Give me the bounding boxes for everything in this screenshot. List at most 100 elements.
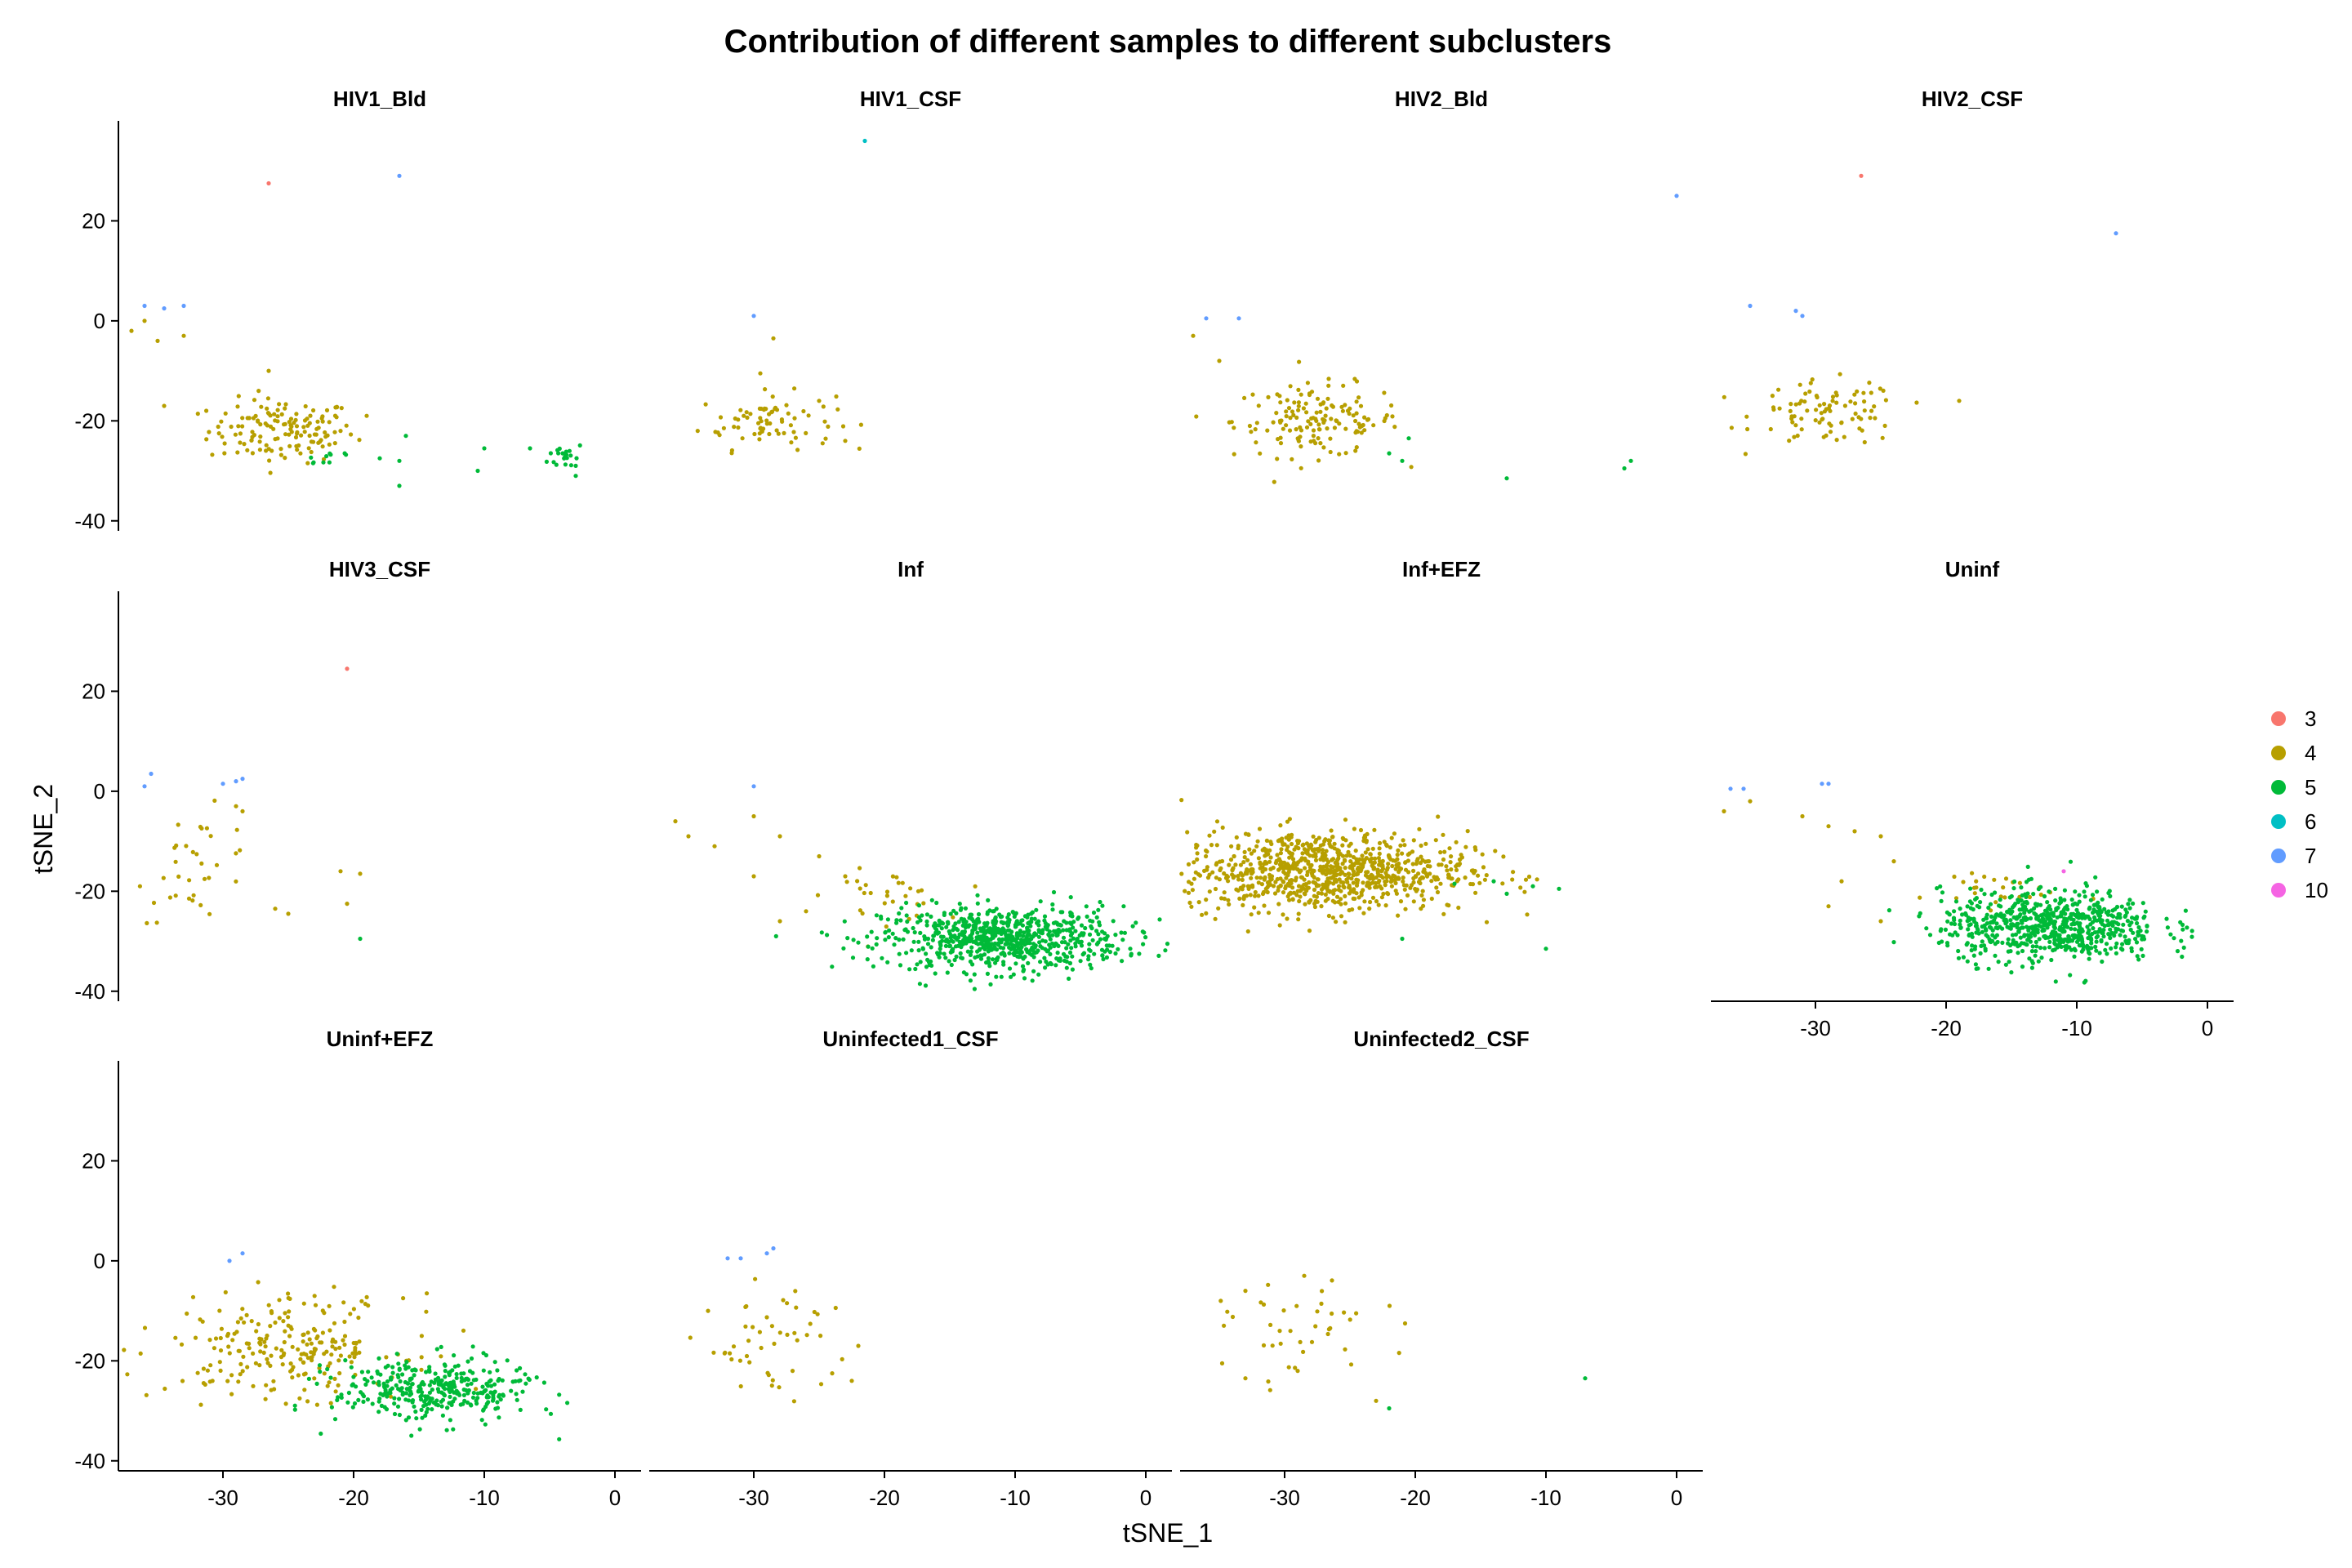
- data-point: [2080, 912, 2085, 917]
- data-point: [1068, 920, 1073, 925]
- data-point: [564, 452, 569, 457]
- data-point: [1236, 874, 1241, 879]
- data-point: [986, 949, 991, 954]
- data-point: [1393, 880, 1398, 885]
- data-point: [2041, 927, 2046, 932]
- data-point: [1511, 870, 1516, 875]
- data-point: [883, 938, 888, 942]
- data-point: [318, 1340, 323, 1345]
- data-point: [459, 1379, 464, 1384]
- data-point: [1376, 880, 1381, 885]
- data-point: [1360, 853, 1365, 858]
- data-point: [1952, 921, 1958, 927]
- data-point: [1034, 950, 1039, 955]
- data-point: [1191, 333, 1196, 338]
- data-point: [1214, 819, 1220, 824]
- data-point: [313, 1303, 318, 1307]
- data-point: [446, 1383, 451, 1388]
- data-point: [860, 911, 865, 916]
- data-point: [574, 456, 579, 461]
- data-point: [190, 898, 195, 903]
- data-point: [817, 399, 822, 403]
- data-point: [287, 443, 292, 448]
- data-point: [322, 1352, 327, 1356]
- data-point: [240, 416, 245, 421]
- data-point: [2073, 927, 2078, 932]
- data-point: [1830, 394, 1836, 399]
- data-point: [996, 941, 1000, 946]
- data-point: [686, 834, 691, 839]
- data-point: [759, 419, 764, 424]
- data-point: [1330, 915, 1335, 920]
- data-point: [1275, 853, 1280, 858]
- data-point: [774, 428, 779, 433]
- y-tick-label: -40: [74, 979, 105, 1004]
- data-point: [1957, 399, 1962, 403]
- data-point: [1409, 465, 1414, 470]
- data-point: [1225, 1309, 1230, 1314]
- data-point: [240, 1307, 245, 1312]
- data-point: [865, 934, 870, 939]
- data-point: [1389, 403, 1394, 408]
- data-point: [172, 845, 177, 850]
- data-point: [777, 834, 782, 839]
- data-point: [1674, 194, 1679, 198]
- data-point: [207, 875, 212, 880]
- points: [129, 173, 582, 488]
- data-point: [1799, 399, 1804, 403]
- data-point: [996, 955, 1000, 960]
- data-point: [898, 963, 903, 968]
- data-point: [1883, 398, 1888, 403]
- data-point: [835, 407, 840, 412]
- y-tick-label: 20: [82, 1148, 105, 1173]
- data-point: [321, 460, 326, 465]
- data-point: [2097, 927, 2102, 932]
- data-point: [924, 951, 929, 956]
- data-point: [1294, 844, 1298, 849]
- data-point: [544, 1407, 549, 1412]
- data-point: [392, 1411, 398, 1417]
- data-point: [874, 942, 879, 947]
- data-point: [265, 1356, 270, 1361]
- data-point: [2124, 910, 2129, 915]
- data-point: [1276, 437, 1281, 442]
- data-point: [1294, 862, 1299, 867]
- data-point: [991, 947, 996, 951]
- data-point: [357, 1339, 362, 1344]
- points: [1722, 173, 2118, 457]
- data-point: [1319, 904, 1324, 909]
- data-point: [790, 1369, 795, 1374]
- data-point: [769, 1324, 774, 1329]
- data-point: [403, 1363, 408, 1368]
- data-point: [268, 1363, 273, 1368]
- data-point: [163, 1386, 167, 1392]
- data-point: [250, 451, 255, 456]
- data-point: [1316, 877, 1321, 882]
- data-point: [949, 938, 954, 943]
- data-point: [1377, 840, 1383, 845]
- data-point: [2015, 915, 2020, 920]
- data-point: [896, 880, 901, 885]
- data-point: [1278, 883, 1283, 888]
- data-point: [943, 956, 948, 960]
- data-point: [259, 1337, 264, 1342]
- data-point: [526, 1376, 531, 1381]
- data-point: [1294, 415, 1299, 420]
- data-point: [173, 859, 178, 864]
- data-point: [279, 1348, 284, 1352]
- data-point: [2085, 924, 2090, 929]
- data-point: [1285, 844, 1290, 849]
- data-point: [302, 1388, 307, 1392]
- data-point: [1281, 1308, 1286, 1313]
- data-point: [1860, 428, 1864, 433]
- data-point: [1853, 411, 1858, 416]
- data-point: [1325, 870, 1330, 875]
- data-point: [1395, 857, 1400, 862]
- data-point: [1301, 406, 1306, 411]
- data-point: [929, 914, 933, 919]
- data-point: [475, 468, 480, 474]
- data-point: [327, 1328, 332, 1333]
- data-point: [2126, 902, 2131, 906]
- data-point: [439, 1344, 443, 1349]
- data-point: [142, 1325, 148, 1330]
